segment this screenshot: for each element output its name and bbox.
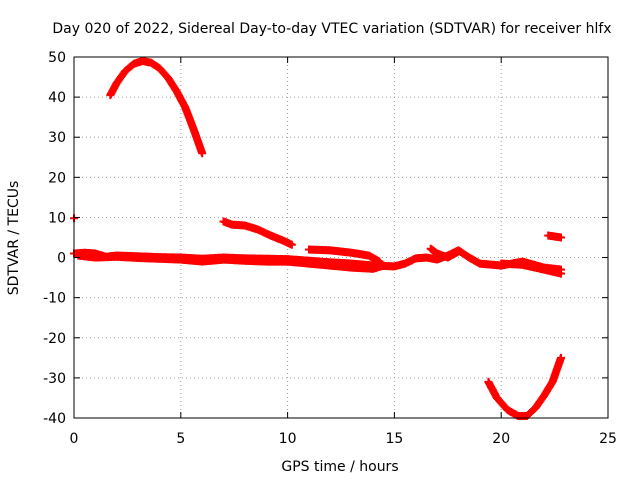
y-tick-label: 10 xyxy=(48,210,66,226)
x-axis-label: GPS time / hours xyxy=(281,459,398,475)
x-tick-label: 5 xyxy=(176,431,185,447)
series-arc-9 xyxy=(544,231,566,242)
plot-area xyxy=(70,57,566,420)
series-arc-5 xyxy=(74,251,388,273)
series-arc-7 xyxy=(426,244,463,262)
y-tick-label: 40 xyxy=(48,90,66,106)
series-arc-8 xyxy=(497,259,566,278)
data-point xyxy=(557,233,566,242)
series-arc-2 xyxy=(219,217,296,249)
y-tick-label: -40 xyxy=(43,411,66,427)
chart-title: Day 020 of 2022, Sidereal Day-to-day VTE… xyxy=(52,21,611,37)
y-axis-label: SDTVAR / TECUs xyxy=(6,181,22,296)
x-tick-label: 10 xyxy=(279,431,297,447)
data-point xyxy=(198,149,207,158)
data-point xyxy=(454,247,463,256)
data-point xyxy=(557,269,566,278)
x-tick-label: 25 xyxy=(599,431,617,447)
data-point xyxy=(375,257,384,266)
y-tick-label: -10 xyxy=(43,291,66,307)
data-point xyxy=(287,240,296,249)
data-point xyxy=(557,353,566,362)
y-tick-label: 50 xyxy=(48,50,66,66)
axes: 0 5 10 15 20 25 -40 -30 -20 -10 0 10 20 30 40 50 xyxy=(43,50,617,447)
y-tick-label: 20 xyxy=(48,170,66,186)
x-tick-label: 20 xyxy=(492,431,510,447)
series-arc-10 xyxy=(484,353,566,420)
x-tick-label: 15 xyxy=(385,431,403,447)
plot-frame xyxy=(73,56,609,419)
data-point xyxy=(379,261,388,270)
y-tick-label: -20 xyxy=(43,331,66,347)
series-arc-6 xyxy=(304,245,384,266)
x-tick-label: 0 xyxy=(70,431,79,447)
series-arc-1 xyxy=(106,57,207,158)
y-tick-label: 30 xyxy=(48,130,66,146)
y-tick-label: -30 xyxy=(43,371,66,387)
y-tick-label: 0 xyxy=(57,251,66,267)
